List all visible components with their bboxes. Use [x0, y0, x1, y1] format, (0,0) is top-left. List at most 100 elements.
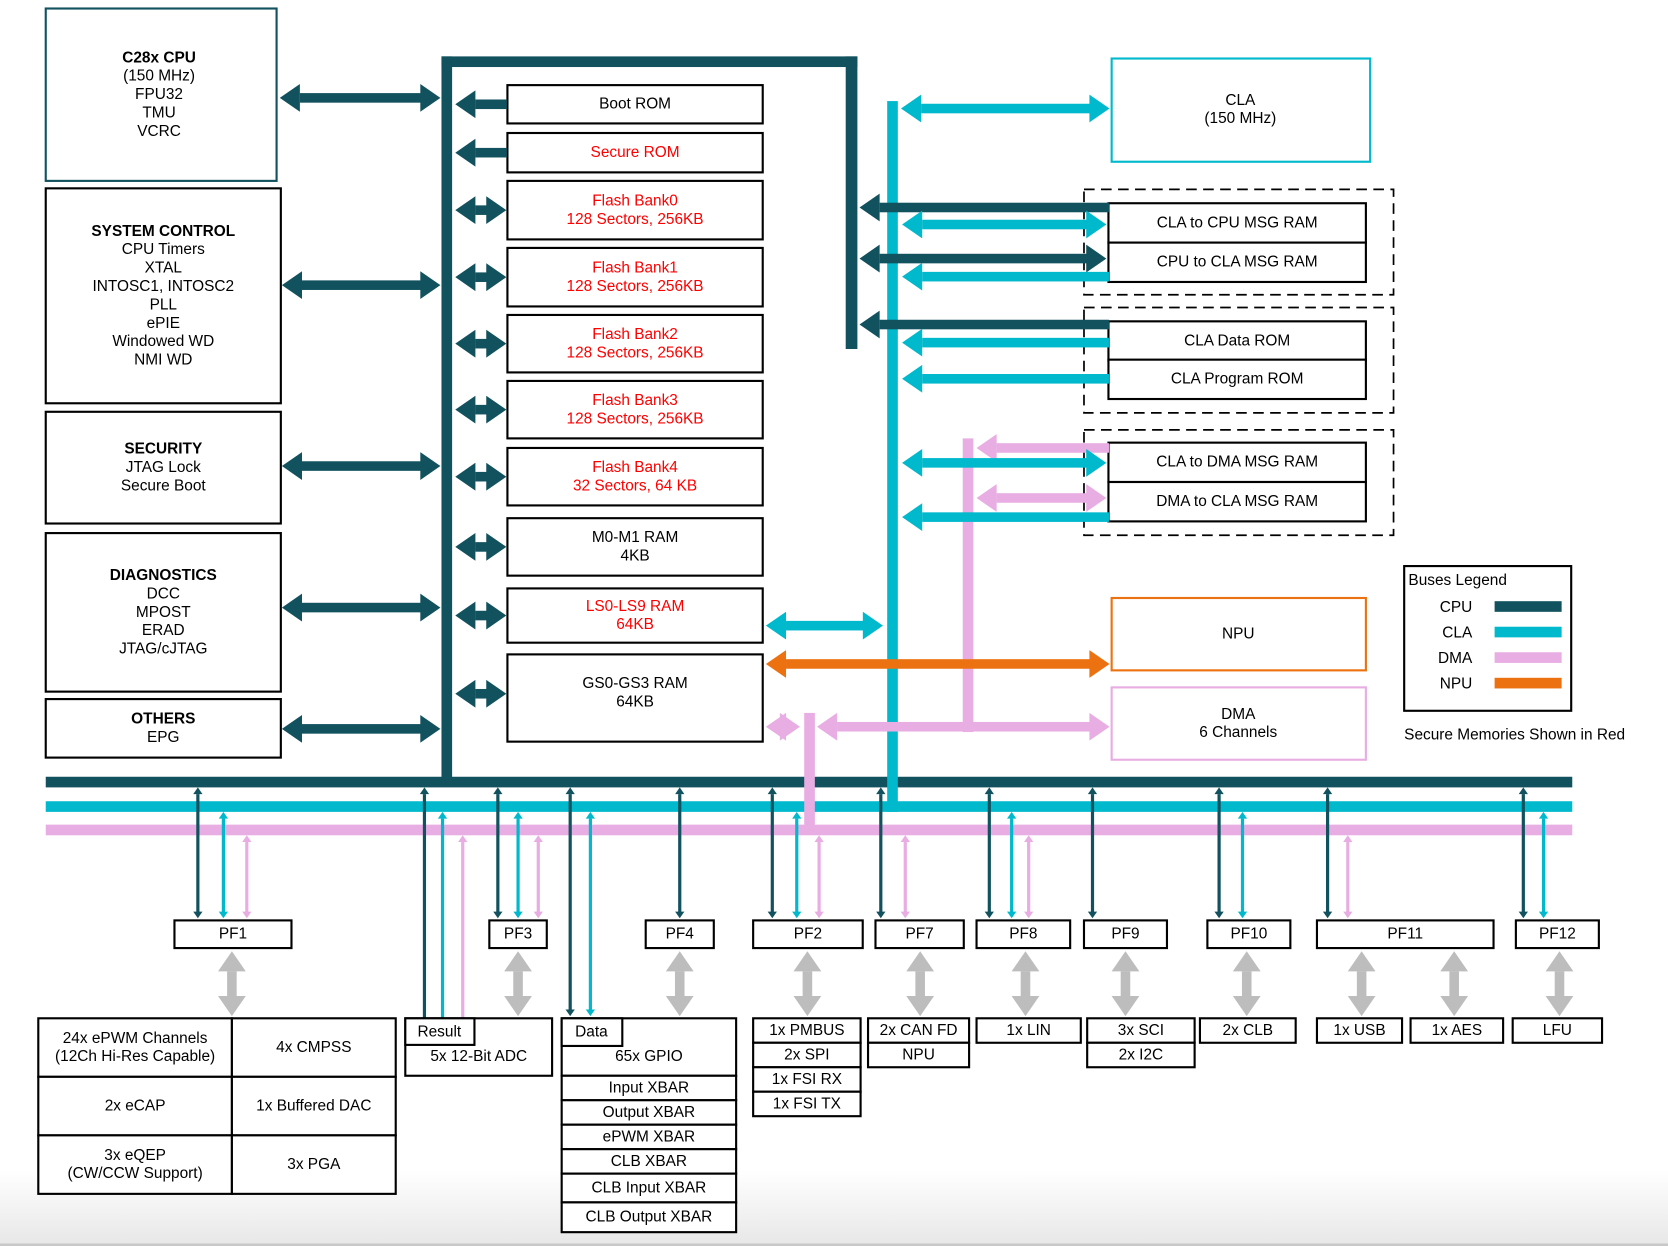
peripheral-frame-label-line: PF1	[219, 926, 247, 943]
arrow-shaft	[922, 458, 1087, 468]
memory-block	[506, 246, 764, 308]
arrow-head	[1545, 996, 1574, 1017]
memory-block	[506, 587, 764, 644]
memory-block	[506, 446, 764, 507]
memory-label: Flash Bank4 32 Sectors, 64 KB	[573, 459, 697, 494]
memory-label-line: GS0-GS3 RAM	[582, 675, 687, 692]
arrow-head	[1086, 244, 1107, 273]
pf9-module-label-line: 2x I2C	[1119, 1046, 1164, 1063]
pf1-module-label: 1x Buffered DAC	[256, 1097, 371, 1114]
arrow-head	[1007, 911, 1017, 919]
memory-label: Flash Bank3 128 Sectors, 256KB	[567, 392, 704, 427]
arrow-head	[876, 787, 886, 795]
arrow-head	[767, 911, 777, 919]
others-block	[44, 698, 282, 759]
pf7-module-label-line: NPU	[902, 1046, 935, 1063]
peripheral-frame-pf12	[1514, 919, 1600, 950]
legend-label: NPU	[1440, 675, 1473, 692]
arrow-head	[792, 911, 802, 919]
arrow-shaft	[996, 443, 1109, 453]
pf2-module-label: 2x SPI	[784, 1046, 829, 1063]
pf1-module-label-line: 24x ePWM Channels	[63, 1030, 208, 1047]
peripheral-frame-pf3	[488, 919, 548, 950]
cla-pf-link-arrow	[1007, 811, 1017, 919]
arrow-shaft	[461, 841, 465, 1019]
dma-bus-stub	[804, 712, 815, 830]
pf8-module-label: 1x LIN	[1006, 1022, 1051, 1039]
memory-label-line: Boot ROM	[599, 96, 671, 113]
pf8-module-label-line: 1x LIN	[1006, 1022, 1051, 1039]
arrow-shaft	[513, 971, 523, 997]
arrow-head	[862, 611, 883, 640]
arrow-head	[1322, 787, 1333, 795]
arrow-head	[665, 951, 694, 972]
arrow-head	[513, 811, 523, 819]
memory-label: LS0-LS9 RAM 64KB	[586, 598, 684, 633]
arrow-shaft	[475, 99, 507, 110]
peripheral-frame-pf4	[644, 919, 715, 950]
diagnostics-block-text-line: DIAGNOSTICS	[110, 567, 217, 584]
legend-swatch-dma	[1494, 652, 1562, 663]
cpu-pf-link-arrow	[1322, 787, 1333, 919]
arrow-head	[1237, 811, 1248, 819]
memory-block	[506, 517, 764, 577]
arrow-head	[1545, 951, 1574, 972]
arrow-head	[419, 787, 430, 795]
arrow-head	[486, 196, 507, 225]
memory-label-line: 4KB	[621, 548, 650, 565]
others-block-text: OTHERS EPG	[131, 711, 195, 746]
arrow-shaft	[516, 818, 520, 913]
system-control-block-text-line: PLL	[150, 296, 178, 313]
pf12-module-label: LFU	[1543, 1022, 1572, 1039]
arrow-head	[193, 787, 203, 795]
memory-label: Flash Bank2 128 Sectors, 256KB	[567, 326, 704, 361]
arrow-head	[458, 835, 468, 842]
arrow-head	[486, 395, 507, 424]
cpu-bus-branch	[845, 56, 858, 350]
arrow-head	[565, 787, 575, 795]
arrow-shaft	[475, 338, 487, 349]
cpu-block-text-line: C28x CPU	[122, 49, 196, 66]
peripheral-link-arrow	[793, 951, 822, 1017]
arrow-head	[1214, 911, 1224, 919]
memory-label-line: 64KB	[616, 693, 654, 710]
arrow-head	[455, 138, 476, 167]
security-block-text-line: Secure Boot	[121, 477, 206, 494]
xbar-block	[560, 1172, 738, 1204]
peripheral-frame-label-line: PF3	[504, 926, 532, 943]
pf1-module	[37, 1075, 233, 1137]
arrow-head	[486, 601, 507, 630]
system-control-block-text-line: Windowed WD	[112, 333, 214, 350]
legend-title: Buses Legend	[1408, 572, 1507, 589]
arrow-head	[876, 911, 886, 919]
msg-ram-label-line: CLA to CPU MSG RAM	[1157, 214, 1318, 231]
arrow-shaft	[922, 271, 1109, 282]
pf7-module-label-line: 2x CAN FD	[880, 1022, 958, 1039]
diagnostics-block-text-line: ERAD	[142, 622, 185, 639]
cpu-pf-link-arrow	[1214, 787, 1224, 919]
pf2-module-label-line: 2x SPI	[784, 1046, 829, 1063]
pf1-module-label-line: 3x PGA	[287, 1156, 341, 1173]
cla-bus-vertical	[887, 101, 898, 812]
memory-block	[506, 84, 764, 125]
npu-text-line: NPU	[1222, 626, 1255, 643]
arrow-head	[1011, 996, 1040, 1017]
memory-label: Boot ROM	[599, 96, 671, 113]
pf2-module-label: 1x FSI TX	[773, 1095, 841, 1112]
memory-link-arrow	[455, 679, 507, 708]
cpu-block-text: C28x CPU (150 MHz) FPU32 TMU VCRC	[122, 49, 196, 140]
arrow-head	[984, 911, 994, 919]
arrow-head	[455, 533, 476, 561]
arrow-head	[1111, 951, 1140, 972]
memory-label-line: 128 Sectors, 256KB	[567, 344, 704, 361]
memory-label-line: Flash Bank3	[592, 392, 678, 409]
arrow-head	[455, 196, 476, 225]
memory-label-line: 64KB	[616, 616, 654, 633]
memory-label-line: 128 Sectors, 256KB	[567, 410, 704, 427]
arrow-head	[1087, 911, 1098, 919]
arrow-head	[779, 712, 800, 741]
security-block-text: SECURITY JTAG Lock Secure Boot	[121, 441, 206, 495]
memory-link-arrow	[455, 329, 507, 358]
arrow-shaft	[302, 724, 421, 734]
arrow-shaft	[568, 794, 572, 1010]
